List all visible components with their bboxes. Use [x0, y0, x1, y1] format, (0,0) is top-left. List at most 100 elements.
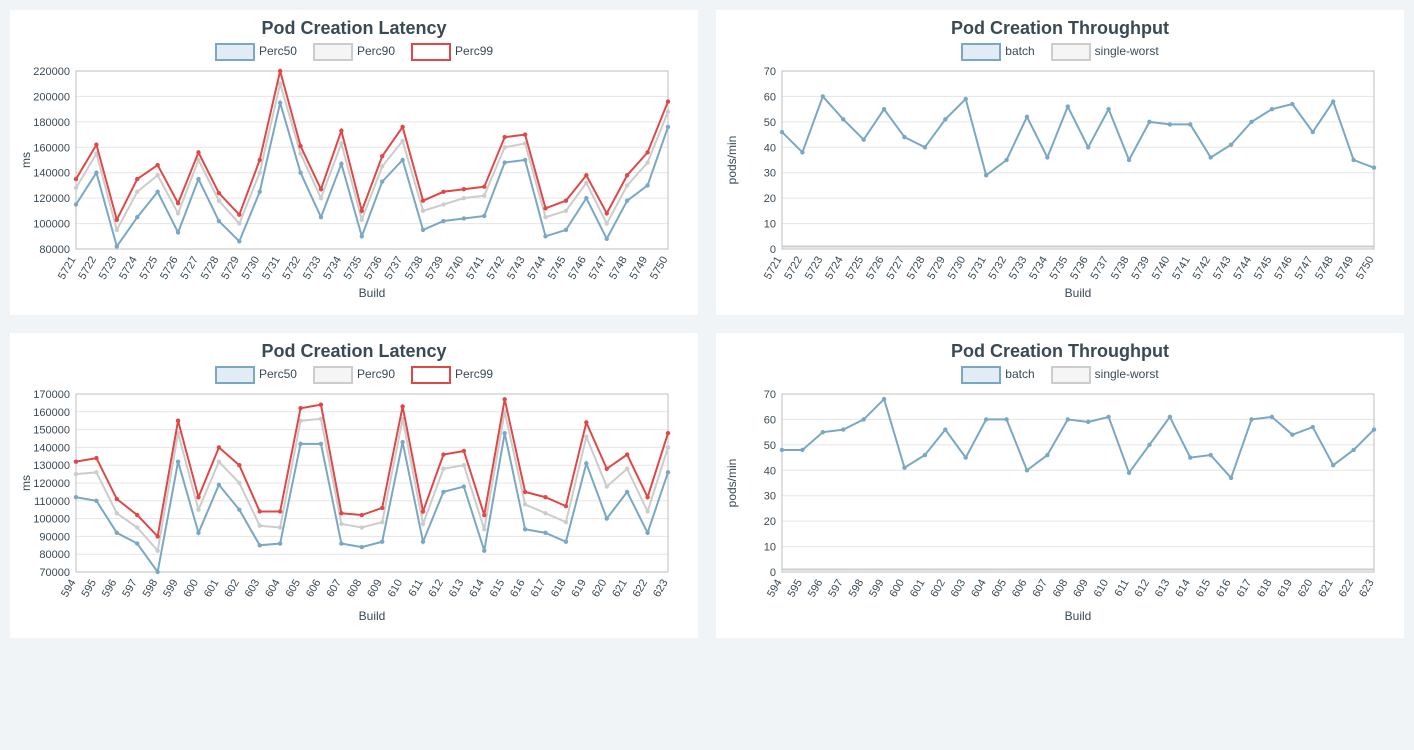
- svg-text:5728: 5728: [199, 255, 222, 282]
- x-axis-label: Build: [359, 286, 386, 300]
- svg-text:5750: 5750: [648, 255, 671, 282]
- svg-text:620: 620: [590, 578, 610, 600]
- svg-text:5722: 5722: [76, 255, 99, 282]
- svg-text:623: 623: [651, 578, 671, 600]
- legend-item: batch: [961, 366, 1034, 384]
- svg-text:10: 10: [764, 542, 776, 554]
- chart-title: Pod Creation Latency: [18, 341, 690, 362]
- svg-text:150000: 150000: [33, 425, 70, 437]
- legend-label: batch: [1005, 367, 1034, 381]
- svg-text:5725: 5725: [138, 255, 161, 282]
- svg-text:220000: 220000: [33, 66, 70, 78]
- svg-text:0: 0: [770, 244, 776, 256]
- svg-text:5722: 5722: [782, 255, 805, 282]
- svg-text:90000: 90000: [39, 531, 70, 543]
- legend-label: Perc90: [357, 44, 395, 58]
- svg-text:5749: 5749: [628, 255, 651, 282]
- legend-item: single-worst: [1051, 43, 1159, 61]
- svg-text:5726: 5726: [864, 255, 887, 282]
- legend-swatch: [313, 366, 353, 384]
- svg-text:605: 605: [990, 578, 1010, 600]
- svg-text:619: 619: [1275, 578, 1295, 600]
- y-axis-label: pods/min: [725, 136, 739, 185]
- legend-label: batch: [1005, 44, 1034, 58]
- svg-text:611: 611: [406, 578, 425, 599]
- svg-text:5747: 5747: [587, 255, 610, 282]
- legend-label: Perc50: [259, 44, 297, 58]
- svg-text:610: 610: [1092, 578, 1112, 600]
- svg-text:70: 70: [764, 389, 776, 401]
- series-batch: [782, 96, 1374, 175]
- svg-text:599: 599: [867, 578, 887, 600]
- svg-text:615: 615: [1194, 578, 1214, 600]
- svg-text:5741: 5741: [464, 255, 487, 282]
- legend-swatch: [215, 366, 255, 384]
- chart-title: Pod Creation Throughput: [724, 341, 1396, 362]
- series-perc99: [76, 71, 668, 220]
- legend-label: Perc99: [455, 44, 493, 58]
- svg-text:180000: 180000: [33, 117, 70, 129]
- svg-text:110000: 110000: [34, 496, 70, 508]
- svg-text:5725: 5725: [844, 255, 867, 282]
- svg-text:5740: 5740: [1150, 255, 1173, 282]
- svg-text:598: 598: [141, 578, 161, 600]
- legend-label: single-worst: [1095, 44, 1159, 58]
- svg-text:612: 612: [426, 578, 446, 600]
- svg-text:606: 606: [1010, 578, 1030, 600]
- svg-text:597: 597: [120, 578, 140, 600]
- legend-swatch: [961, 43, 1001, 61]
- svg-text:30: 30: [764, 168, 776, 180]
- series-batch: [782, 399, 1374, 478]
- svg-text:613: 613: [447, 578, 467, 600]
- legend-label: Perc90: [357, 367, 395, 381]
- svg-text:130000: 130000: [33, 460, 70, 472]
- legend-swatch: [215, 43, 255, 61]
- svg-text:621: 621: [610, 578, 630, 600]
- svg-text:603: 603: [949, 578, 969, 600]
- svg-text:598: 598: [847, 578, 867, 600]
- svg-text:615: 615: [488, 578, 508, 600]
- svg-text:40: 40: [764, 465, 776, 477]
- svg-text:599: 599: [161, 578, 181, 600]
- legend-swatch: [1051, 43, 1091, 61]
- svg-text:5731: 5731: [260, 255, 283, 282]
- svg-text:60: 60: [764, 414, 776, 426]
- svg-text:5734: 5734: [1027, 255, 1050, 282]
- svg-text:5733: 5733: [1007, 255, 1030, 282]
- legend-item: Perc99: [411, 43, 493, 61]
- x-axis-label: Build: [1065, 609, 1092, 623]
- svg-text:5724: 5724: [117, 255, 140, 282]
- chart-plot: 7000080000900001000001100001200001300001…: [18, 388, 678, 628]
- svg-text:5726: 5726: [158, 255, 181, 282]
- legend-label: Perc99: [455, 367, 493, 381]
- svg-text:617: 617: [529, 578, 549, 600]
- svg-text:5731: 5731: [966, 255, 989, 282]
- svg-text:80000: 80000: [39, 549, 70, 561]
- svg-text:5748: 5748: [607, 255, 630, 282]
- svg-text:600: 600: [888, 578, 908, 600]
- svg-text:5738: 5738: [403, 255, 426, 282]
- legend-swatch: [411, 43, 451, 61]
- y-axis-label: ms: [19, 475, 33, 491]
- svg-text:70: 70: [764, 66, 776, 78]
- svg-text:20: 20: [764, 193, 776, 205]
- svg-text:594: 594: [765, 578, 785, 600]
- chart-plot: 8000010000012000014000016000018000020000…: [18, 65, 678, 305]
- svg-text:622: 622: [1337, 578, 1357, 600]
- svg-text:614: 614: [1173, 578, 1193, 600]
- chart-panel-tl: Pod Creation LatencyPerc50Perc90Perc9980…: [10, 10, 698, 315]
- svg-text:594: 594: [59, 578, 79, 600]
- svg-text:5721: 5721: [762, 255, 785, 282]
- svg-text:5730: 5730: [946, 255, 969, 282]
- svg-text:612: 612: [1132, 578, 1152, 600]
- legend-item: Perc50: [215, 366, 297, 384]
- svg-text:120000: 120000: [33, 478, 70, 490]
- chart-title: Pod Creation Throughput: [724, 18, 1396, 39]
- legend-label: single-worst: [1095, 367, 1159, 381]
- svg-text:5723: 5723: [803, 255, 826, 282]
- svg-text:5734: 5734: [321, 255, 344, 282]
- svg-text:5747: 5747: [1293, 255, 1316, 282]
- chart-plot: 0102030405060705721572257235724572557265…: [724, 65, 1384, 305]
- legend-item: batch: [961, 43, 1034, 61]
- svg-text:603: 603: [243, 578, 263, 600]
